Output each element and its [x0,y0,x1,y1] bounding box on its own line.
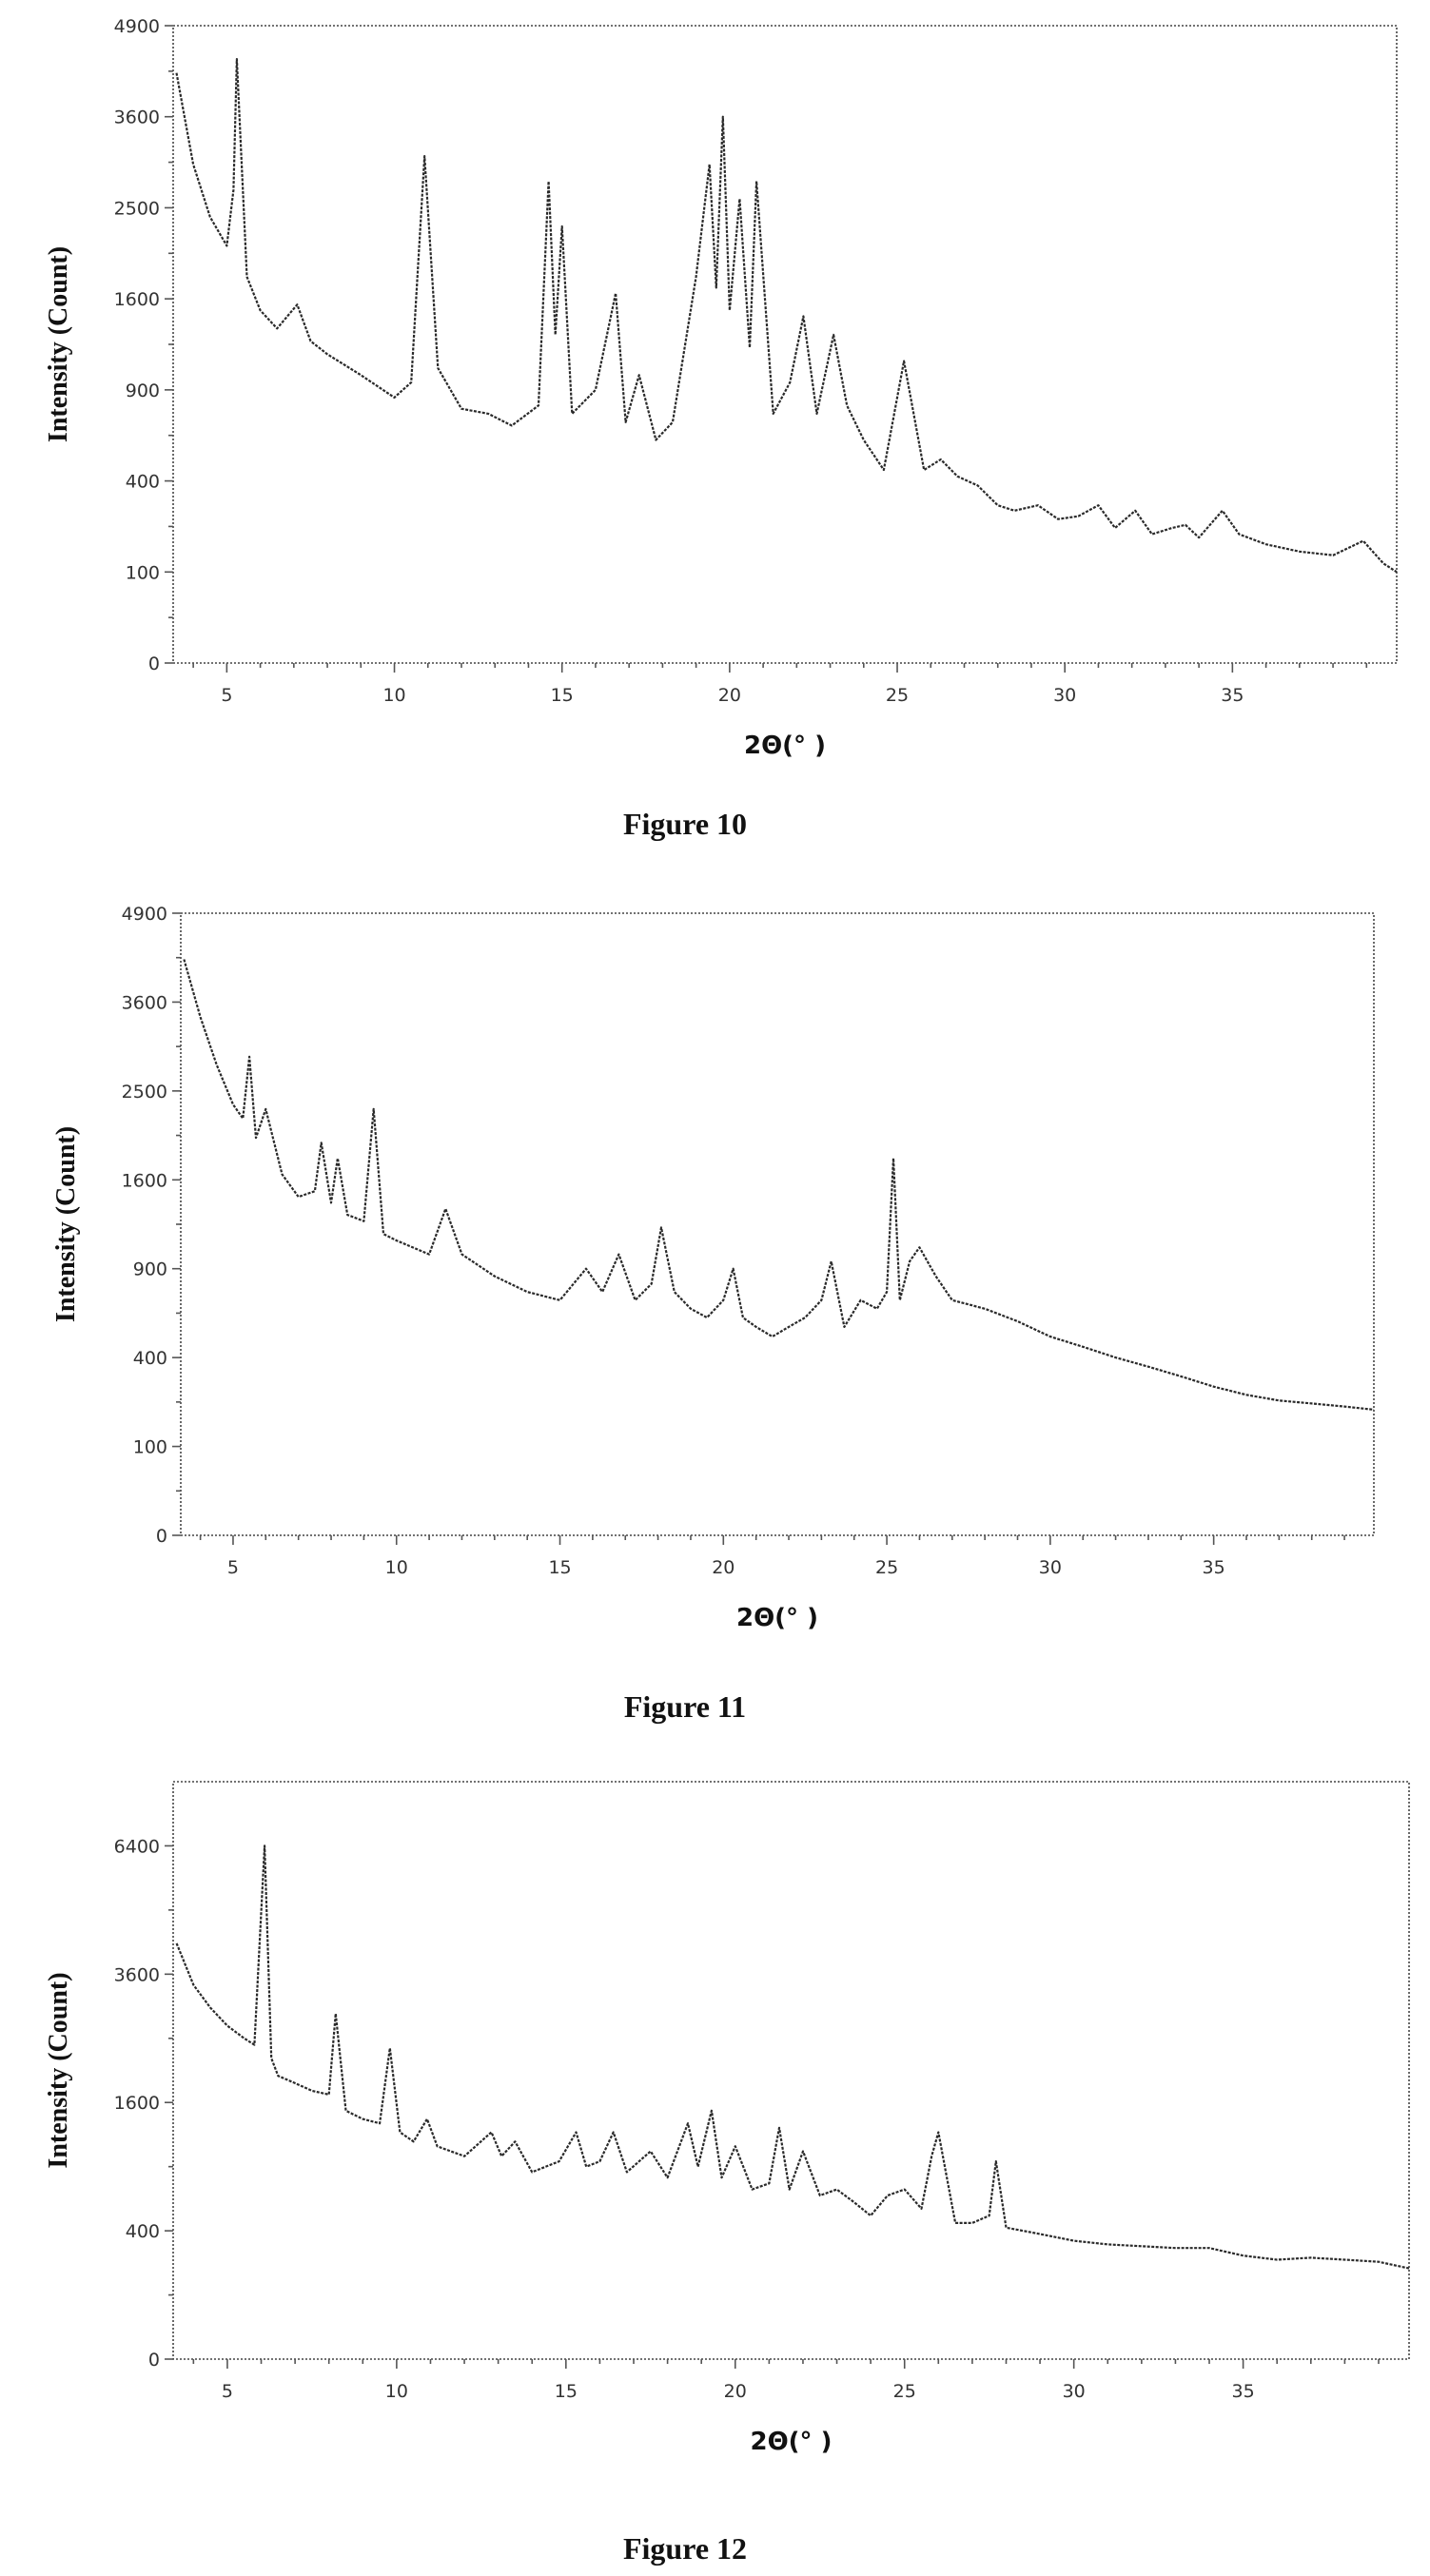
y-tick-label: 0 [148,654,160,674]
figure-caption: Figure 12 [623,2531,747,2566]
y-tick-label: 0 [156,1526,167,1547]
y-tick-label: 900 [126,381,160,401]
y-tick-label: 4900 [122,904,167,925]
y-tick-label: 2500 [114,198,160,219]
x-tick-label: 35 [1221,685,1244,706]
x-tick-label: 35 [1203,1557,1225,1578]
figure-caption: Figure 11 [624,1689,746,1724]
x-tick-label: 25 [875,1557,898,1578]
y-tick-label: 400 [126,2221,160,2242]
figure-caption: Figure 10 [623,807,747,841]
y-tick-label: 3600 [114,107,160,128]
x-tick-label: 20 [712,1557,735,1578]
chart-3: 0 400 1600 3600 6400 5 10 15 20 25 30 35 2Θ(° ) Inten… [44,1781,1410,2566]
y-tick-label: 400 [126,472,160,493]
x-tick-label: 35 [1232,2381,1255,2402]
y-tick-label: 1600 [114,289,160,310]
y-tick-label: 4900 [114,16,160,37]
y-tick-label: 6400 [114,1836,160,1857]
y-tick-label: 3600 [122,992,167,1013]
x-tick-label: 30 [1039,1557,1062,1578]
x-tick-label: 25 [886,685,909,706]
x-axis-label: 2Θ(° ) [736,1604,818,1632]
x-tick-label: 15 [548,1557,571,1578]
y-tick-label: 2500 [122,1082,167,1103]
series-line [175,57,1398,574]
plot-frame [180,912,1375,1536]
x-tick-label: 5 [227,1557,239,1578]
x-tick-label: 30 [1063,2381,1086,2402]
x-tick-label: 30 [1053,685,1076,706]
y-tick-label: 400 [133,1348,167,1369]
series-line [175,1844,1410,2270]
x-tick-label: 20 [718,685,741,706]
chart-1: 0 100 400 900 1600 2500 3600 4900 5 10 15 20 25 30 35 2… [44,16,1398,841]
x-tick-label: 5 [221,685,232,706]
y-tick-label: 100 [133,1437,167,1458]
y-axis-label: Intensity (Count) [51,1126,81,1322]
x-tick-label: 10 [382,685,405,706]
x-axis-label: 2Θ(° ) [750,2428,832,2456]
x-tick-label: 10 [385,1557,408,1578]
x-tick-label: 5 [222,2381,233,2402]
plot-frame [172,25,1398,664]
y-axis-label: Intensity (Count) [44,1972,73,2168]
x-tick-label: 20 [724,2381,747,2402]
plot-frame [172,1781,1410,2360]
x-tick-label: 15 [551,685,574,706]
y-tick-label: 1600 [114,2093,160,2114]
y-tick-label: 100 [126,562,160,583]
y-tick-label: 1600 [122,1170,167,1191]
y-tick-label: 900 [133,1259,167,1280]
x-tick-label: 10 [385,2381,408,2402]
y-tick-label: 3600 [114,1964,160,1985]
chart-2: 0 100 400 900 1600 2500 3600 4900 5 10 15 20 25 30 35 2… [51,904,1375,1724]
y-tick-label: 0 [148,2350,160,2371]
x-tick-label: 15 [555,2381,578,2402]
y-axis-label: Intensity (Count) [44,246,73,442]
x-axis-label: 2Θ(° ) [744,732,826,760]
series-line [183,959,1375,1411]
x-tick-label: 25 [893,2381,916,2402]
